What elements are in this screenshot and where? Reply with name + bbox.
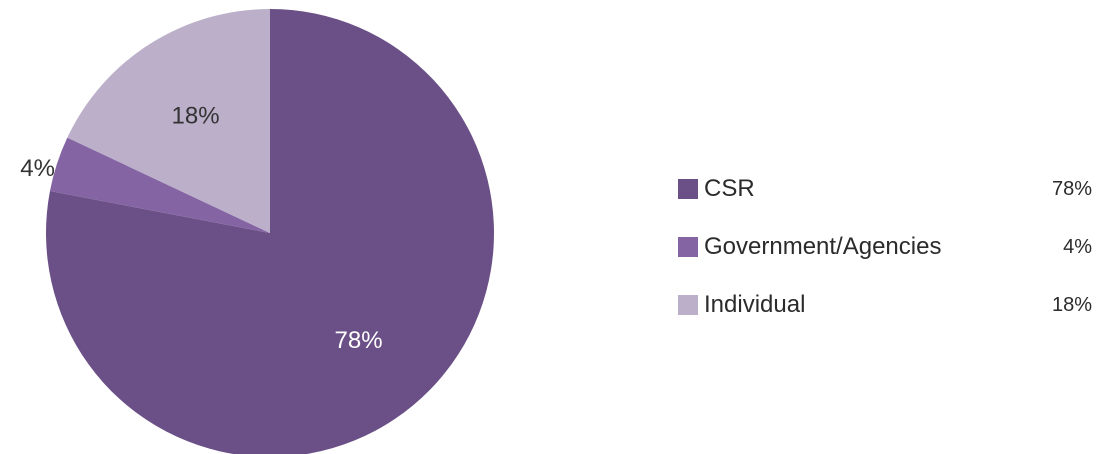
legend-item-individual: Individual 18% xyxy=(678,276,1098,334)
data-label-individual: 18% xyxy=(172,103,220,130)
pie-data-labels: 78% 4% 18% xyxy=(20,103,382,354)
legend-value-csr: 78% xyxy=(1051,177,1092,200)
legend-item-csr: CSR 78% xyxy=(678,160,1098,218)
pie-slices xyxy=(46,8,494,454)
legend-value-individual: 18% xyxy=(1051,293,1092,316)
chart-legend: CSR 78% Government/Agencies 4% Individua… xyxy=(678,160,1098,334)
legend-label-government-agencies: Government/Agencies xyxy=(704,233,942,260)
pie-slice-individual xyxy=(67,8,270,233)
legend-item-government-agencies: Government/Agencies 4% xyxy=(678,218,1098,276)
data-label-csr: 78% xyxy=(335,327,383,354)
pie-slice-csr xyxy=(46,9,494,454)
legend-swatch-individual xyxy=(678,295,698,315)
legend-swatch-government-agencies xyxy=(678,237,698,257)
legend-value-government-agencies: 4% xyxy=(1063,235,1092,258)
pie-slice-government-agencies xyxy=(49,137,271,233)
data-label-government-agencies: 4% xyxy=(20,155,55,182)
legend-swatch-csr xyxy=(678,179,698,199)
legend-label-csr: CSR xyxy=(704,175,755,202)
legend-label-individual: Individual xyxy=(704,291,806,318)
